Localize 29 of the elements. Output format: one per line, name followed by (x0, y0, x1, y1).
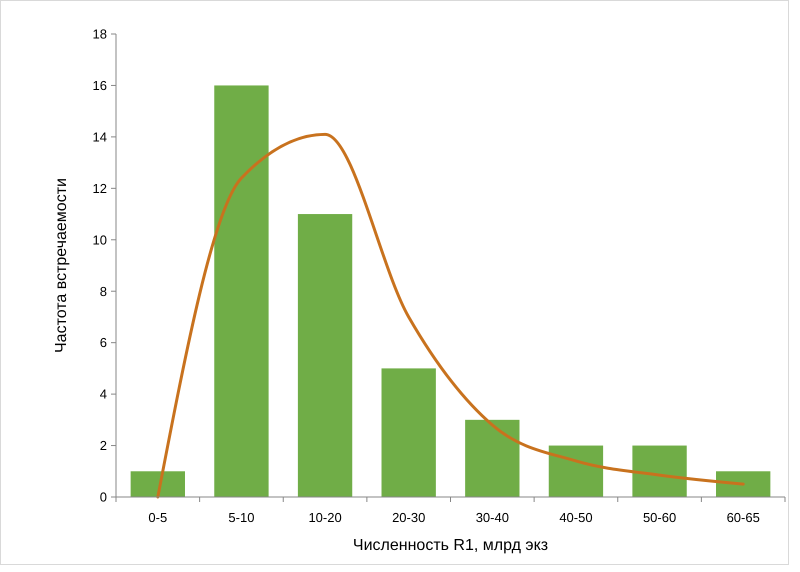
bar (632, 446, 687, 497)
x-tick-label: 20-30 (392, 510, 426, 525)
y-tick-label: 8 (100, 284, 107, 299)
x-tick-label: 5-10 (228, 510, 254, 525)
x-tick-label: 10-20 (308, 510, 342, 525)
y-tick-label: 6 (100, 335, 107, 350)
y-tick-label: 12 (92, 180, 107, 196)
x-tick-label: 60-65 (726, 510, 760, 525)
bar (716, 471, 770, 497)
bar (298, 214, 352, 497)
x-tick-label: 0-5 (148, 510, 168, 525)
y-tick-label: 14 (92, 129, 107, 144)
x-tick-label: 50-60 (642, 510, 676, 525)
y-tick-label: 4 (100, 386, 107, 402)
bar (382, 368, 436, 497)
y-tick-label: 2 (100, 438, 107, 454)
y-tick-label: 16 (92, 78, 107, 93)
bar (465, 420, 520, 497)
line-series (156, 132, 745, 498)
bar (130, 471, 185, 497)
bar (548, 446, 604, 497)
bar (214, 85, 269, 497)
x-tick-label: 40-50 (559, 510, 593, 525)
x-tick-label: 30-40 (476, 510, 509, 525)
y-tick-label: 18 (92, 26, 107, 42)
x-axis-title: Численность R1, млрд экз (352, 537, 548, 554)
y-tick-label: 0 (100, 490, 107, 505)
y-axis-title: Частота встречаемости (53, 178, 70, 353)
y-tick-label: 10 (92, 232, 107, 248)
